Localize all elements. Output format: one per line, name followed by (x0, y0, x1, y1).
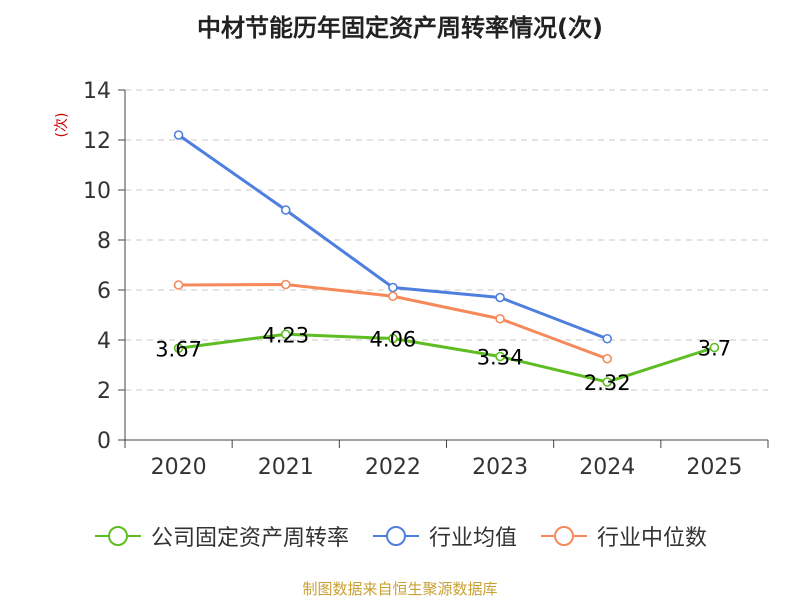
legend-label: 公司固定资产周转率 (150, 526, 349, 551)
y-tick-label: 10 (83, 179, 111, 204)
data-label: 3.67 (155, 337, 202, 361)
y-tick-label: 14 (83, 79, 111, 104)
legend-item[interactable]: 公司固定资产周转率 (93, 520, 349, 552)
y-tick-label: 0 (97, 429, 111, 454)
legend-swatch (372, 526, 419, 546)
x-tick-label: 2022 (365, 455, 421, 480)
data-label: 3.7 (698, 337, 731, 361)
data-point (388, 291, 398, 302)
legend-label: 行业均值 (428, 526, 517, 551)
series-line (177, 133, 608, 341)
data-point (709, 342, 720, 353)
x-tick-label: 2021 (258, 455, 314, 480)
data-point (173, 343, 184, 354)
legend-item[interactable]: 行业均值 (371, 520, 517, 552)
data-point (602, 333, 613, 344)
y-tick-label: 6 (97, 279, 111, 304)
legend-item[interactable]: 行业中位数 (539, 520, 707, 552)
data-point (173, 280, 184, 290)
legend-swatch (541, 526, 587, 546)
data-point (495, 313, 505, 324)
data-point (602, 353, 613, 364)
data-point (495, 351, 505, 362)
legend: 公司固定资产周转率 行业均值 行业中位数 (0, 520, 800, 552)
data-label: 2.32 (584, 371, 631, 395)
legend-label: 行业中位数 (597, 526, 708, 551)
y-tick-label: 2 (97, 379, 111, 404)
series-line (178, 332, 715, 384)
data-label: 4.23 (262, 323, 309, 347)
data-point (280, 205, 291, 215)
y-tick-label: 8 (97, 229, 111, 254)
y-tick-label: 12 (83, 129, 111, 154)
legend-swatch (94, 526, 141, 546)
data-label: 3.34 (477, 346, 524, 370)
data-point (602, 377, 613, 387)
y-axis-label: (次) (54, 113, 70, 138)
y-tick-label: 4 (97, 329, 111, 354)
source-note: 制图数据来自恒生聚源数据库 (302, 580, 498, 598)
x-tick-label: 2025 (686, 455, 742, 480)
data-label: 4.06 (370, 328, 417, 352)
chart-title: 中材节能历年固定资产周转率情况(次) (197, 14, 603, 42)
data-point (173, 130, 184, 140)
data-point (495, 292, 505, 303)
data-point (388, 282, 398, 293)
data-point (280, 329, 291, 340)
data-point (388, 333, 398, 344)
x-tick-label: 2023 (472, 455, 528, 480)
data-point (280, 279, 291, 290)
x-tick-label: 2020 (151, 455, 207, 480)
x-tick-label: 2024 (579, 455, 635, 480)
